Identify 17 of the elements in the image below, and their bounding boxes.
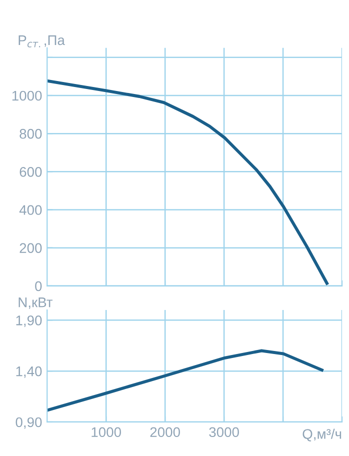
y-tick-label: 1,90 [16,316,42,327]
y-tick-label: 0 [35,281,42,292]
y-tick-label: 1000 [12,90,42,101]
line-series [47,349,324,412]
x-axis-title: Q,м³/ч [302,428,342,442]
y-tick-label: 800 [20,128,42,139]
y-tick-label: 0,90 [16,417,42,429]
y-axis-title: P$_{ст.}$,Па [18,35,65,48]
line-series [47,79,328,285]
x-tick-label: 2000 [150,427,180,438]
y-tick-label: 600 [20,166,42,177]
x-tick-label: 1000 [92,427,122,438]
y-tick-label: 400 [19,205,42,215]
y-tick-label: 200 [20,243,42,253]
y-axis-title: N,кВт [18,298,53,309]
y-tick-label: 1,40 [16,366,42,378]
x-tick-label: 3000 [209,427,239,438]
